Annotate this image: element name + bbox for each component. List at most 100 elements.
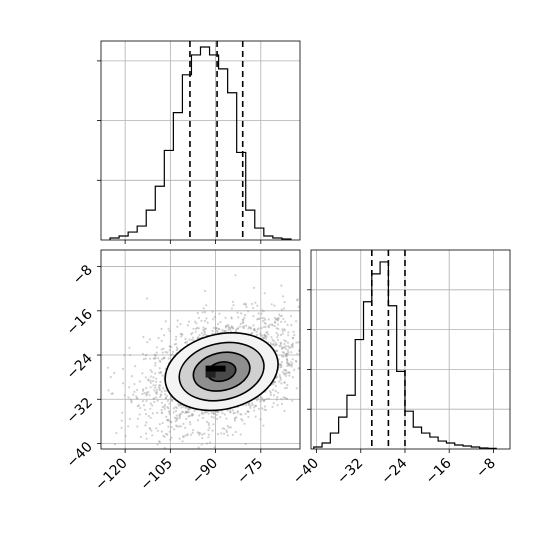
scatter-point [146,341,149,344]
scatter-point [252,328,256,331]
scatter-point [167,425,170,428]
scatter-point [225,431,229,434]
scatter-point [279,342,282,345]
scatter-point [305,415,307,417]
scatter-point [231,326,234,329]
scatter-point [181,440,184,443]
scatter-point [273,380,276,383]
scatter-point [159,395,162,398]
scatter-point [280,398,283,401]
scatter-point [160,348,163,351]
scatter-point [158,440,161,444]
scatter-point [159,371,162,375]
scatter-point [164,393,167,396]
scatter-point [242,318,245,321]
scatter-point [163,356,166,359]
scatter-point [148,427,152,430]
scatter-point [237,316,240,319]
scatter-point [286,341,290,344]
scatter-point [155,392,158,395]
scatter-point [266,331,269,334]
scatter-point [260,326,263,330]
scatter-point [285,358,289,361]
scatter-point [296,299,299,302]
scatter-point [263,336,266,340]
scatter-point [279,333,282,337]
scatter-point [278,375,281,378]
scatter-point [166,351,169,354]
scatter-point [208,441,212,444]
scatter-point [245,324,248,327]
scatter-point [286,352,289,355]
scatter-point [128,346,131,349]
scatter-point [286,364,289,367]
scatter-point [210,411,213,414]
scatter-point [227,323,230,327]
scatter-point [261,399,264,402]
scatter-point [282,346,285,349]
scatter-point [246,410,250,413]
scatter-point [275,398,278,401]
scatter-point [247,415,250,419]
histogram-param1-frame [100,40,301,241]
scatter-point [197,431,200,434]
scatter-point [168,345,172,348]
joint-xtick-label: −90 [189,455,221,487]
scatter-point [169,421,172,424]
scatter-point [166,419,169,422]
scatter-point [265,335,268,339]
scatter-point [170,426,173,429]
scatter-point [110,392,113,395]
scatter-point [163,446,166,449]
scatter-point [150,370,153,374]
scatter-point [177,404,180,407]
scatter-point [276,323,280,326]
scatter-point [278,344,281,348]
scatter-point [200,319,203,322]
scatter-point [276,403,279,407]
scatter-point [238,325,241,328]
scatter-point [252,409,256,412]
scatter-point [295,341,298,344]
scatter-point [173,416,176,419]
scatter-point [283,409,286,412]
scatter-point [179,323,182,326]
scatter-point [93,349,95,351]
scatter-point [320,346,322,348]
scatter-point [175,335,178,338]
scatter-point [160,430,163,433]
scatter-point [243,422,246,425]
scatter-point [215,327,218,330]
scatter-point [319,356,321,358]
scatter-point [255,333,259,336]
scatter-point [264,326,267,329]
scatter-point [219,416,222,419]
scatter-point [287,345,290,348]
scatter-point [152,376,155,379]
histogram-param1-step [109,46,292,240]
scatter-point [121,367,124,370]
scatter-point [252,315,255,318]
scatter-point [306,354,308,356]
scatter-point [226,434,229,437]
scatter-point [280,314,283,317]
scatter-point [250,332,253,335]
scatter-point [229,328,232,331]
scatter-point [218,328,221,331]
scatter-point [182,411,185,414]
scatter-point [272,343,275,346]
scatter-point [291,345,294,348]
scatter-point [223,330,226,333]
scatter-point [207,436,210,439]
scatter-point [179,425,183,428]
scatter-point [260,312,263,315]
scatter-point [198,414,201,417]
scatter-point [254,415,257,418]
scatter-point [291,376,294,379]
scatter-point [142,404,146,407]
scatter-point [205,317,208,320]
scatter-point [264,337,267,340]
scatter-point [279,378,282,381]
joint-panel-frame [100,249,301,450]
